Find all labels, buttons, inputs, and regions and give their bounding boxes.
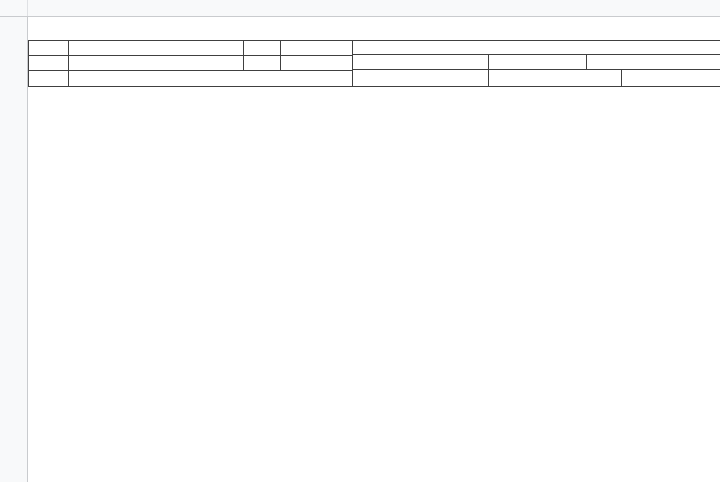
quote-value-cell[interactable]	[280, 55, 353, 71]
fabrication-steel-weight-label[interactable]	[353, 55, 488, 69]
customer-value-cell[interactable]	[68, 70, 353, 87]
shop-fabrication-value[interactable]	[488, 70, 586, 86]
row-header-strip	[0, 17, 28, 482]
fabrication-steel-weight-value[interactable]	[353, 70, 488, 86]
quick-view-title	[397, 41, 720, 54]
customer-label-cell[interactable]	[28, 70, 69, 87]
closes-label-cell[interactable]	[28, 55, 69, 71]
project-value-cell[interactable]	[68, 40, 244, 56]
total-material-charge-value[interactable]	[621, 70, 720, 86]
quick-view-totals	[352, 40, 720, 87]
total-material-charge-label[interactable]	[586, 55, 720, 69]
project-label-cell[interactable]	[28, 40, 69, 56]
page-title	[28, 16, 720, 40]
date-value-cell[interactable]	[280, 40, 353, 56]
select-all-corner[interactable]	[0, 0, 28, 16]
closes-value-cell[interactable]	[68, 55, 244, 71]
quote-label-cell[interactable]	[243, 55, 281, 71]
estimator-table	[28, 86, 720, 87]
column-header-strip	[0, 0, 720, 17]
shop-fabrication-label[interactable]	[488, 55, 586, 69]
date-label-cell[interactable]	[243, 40, 281, 56]
